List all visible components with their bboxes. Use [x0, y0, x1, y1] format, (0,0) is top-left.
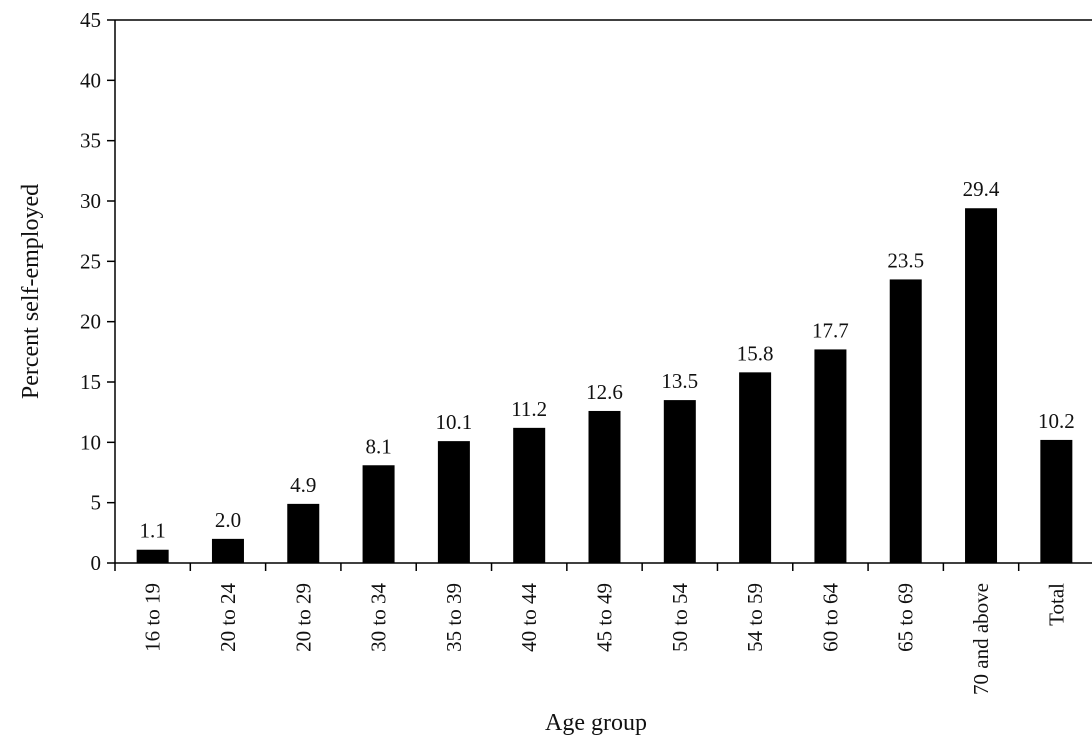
category-label: 20 to 24 — [216, 583, 240, 652]
category-labels: 16 to 19 20 to 24 20 to 29 30 to 34 35 to 39… — [141, 583, 1069, 695]
bar-value-label: 29.4 — [963, 177, 1000, 201]
category-label: Total — [1044, 583, 1068, 626]
bar-value-label: 4.9 — [290, 473, 316, 497]
y-tick-label: 30 — [80, 189, 101, 213]
category-label: 54 to 59 — [743, 583, 767, 652]
y-tick-label: 15 — [80, 370, 101, 394]
category-label: 70 and above — [969, 583, 993, 695]
bar — [663, 400, 696, 563]
category-label: 20 to 29 — [291, 583, 315, 652]
category-label: 40 to 44 — [517, 583, 541, 652]
bar-value-label: 10.1 — [436, 410, 473, 434]
y-tick-label: 10 — [80, 430, 101, 454]
bar-value-labels: 1.1 2.0 4.9 8.1 10.1 11.2 12.6 13.5 15.8 17.7 23.5… — [140, 177, 1075, 542]
y-tick-label: 20 — [80, 310, 101, 334]
y-tick-label: 0 — [91, 551, 102, 575]
bar — [437, 441, 470, 563]
bar-value-label: 23.5 — [887, 248, 924, 272]
bars — [136, 208, 1073, 564]
y-tick-label: 35 — [80, 129, 101, 153]
bar — [814, 349, 847, 563]
x-axis-ticks — [114, 563, 1020, 571]
x-axis-title: Age group — [545, 710, 647, 736]
y-tick-label: 45 — [80, 8, 101, 32]
bar-value-label: 2.0 — [215, 508, 241, 532]
bar — [513, 427, 546, 563]
category-label: 65 to 69 — [894, 583, 918, 652]
y-tick-label: 25 — [80, 249, 101, 273]
bar-value-label: 11.2 — [511, 397, 547, 421]
y-axis-title: Percent self-employed — [18, 184, 44, 399]
bar — [1040, 439, 1073, 563]
bar-value-label: 1.1 — [140, 519, 166, 543]
category-label: 45 to 49 — [593, 583, 617, 652]
bar-value-label: 8.1 — [365, 434, 391, 458]
category-label: 16 to 19 — [141, 583, 165, 652]
bar-value-label: 17.7 — [812, 318, 849, 342]
bar-value-label: 12.6 — [586, 380, 623, 404]
bar — [588, 410, 621, 563]
category-label: 35 to 39 — [442, 583, 466, 652]
bar — [889, 279, 922, 563]
bar — [965, 208, 998, 564]
bar-value-label: 13.5 — [661, 369, 698, 393]
bar — [287, 503, 320, 563]
bar-value-label: 10.2 — [1038, 409, 1075, 433]
bar — [136, 549, 169, 563]
bar-value-label: 15.8 — [737, 341, 774, 365]
bar — [739, 372, 772, 563]
bar — [211, 538, 244, 563]
bar — [362, 465, 395, 563]
category-label: 50 to 54 — [668, 583, 692, 652]
y-tick-label: 5 — [91, 491, 102, 515]
category-label: 60 to 64 — [818, 583, 842, 652]
category-label: 30 to 34 — [367, 583, 391, 652]
y-axis-ticks: 0 5 10 15 20 25 30 35 40 45 — [80, 8, 115, 575]
y-tick-label: 40 — [80, 68, 101, 92]
